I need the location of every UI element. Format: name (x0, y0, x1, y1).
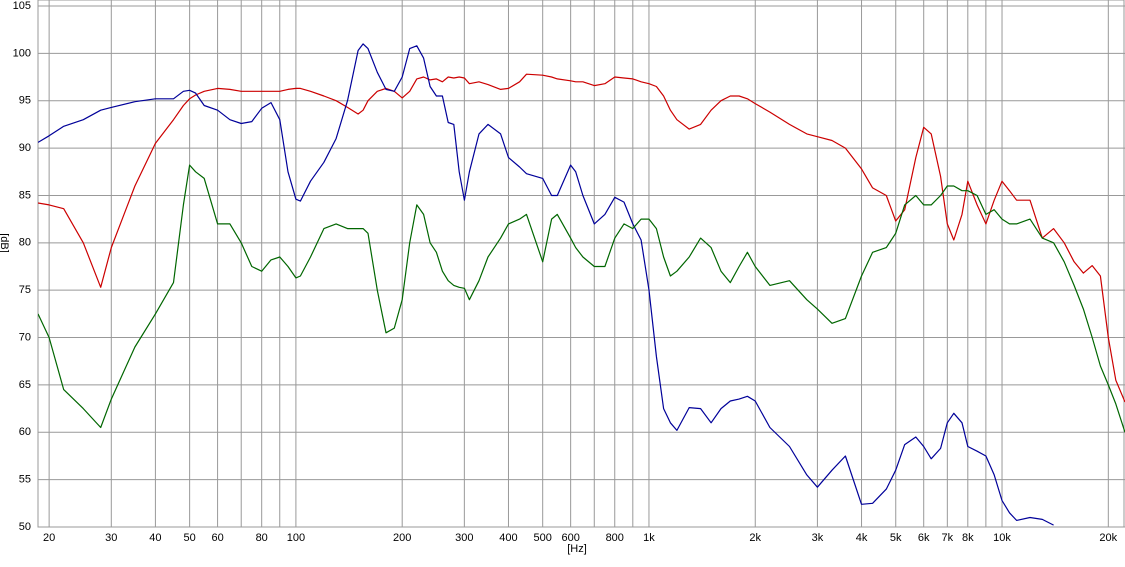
x-tick-label: 500 (534, 532, 552, 544)
series-line (38, 73, 1125, 403)
x-tick-label: 4k (856, 532, 868, 544)
x-tick-label: 300 (455, 532, 473, 544)
x-tick-label: 40 (149, 532, 161, 544)
y-tick-label: 55 (19, 474, 31, 486)
plot-area (38, 43, 1125, 526)
x-tick-label: 1k (643, 532, 655, 544)
series-line (38, 164, 1125, 433)
y-tick-label: 90 (19, 142, 31, 154)
x-tick-label: 400 (499, 532, 517, 544)
x-tick-label: 800 (606, 532, 624, 544)
x-tick-label: 50 (183, 532, 195, 544)
series-line (38, 43, 1054, 526)
x-tick-label: 20 (43, 532, 55, 544)
y-tick-label: 75 (19, 284, 31, 296)
y-tick-label: 80 (19, 237, 31, 249)
y-tick-label: 70 (19, 331, 31, 343)
y-tick-label: 65 (19, 379, 31, 391)
x-tick-label: 20k (1099, 532, 1117, 544)
y-tick-label: 60 (19, 426, 31, 438)
y-tick-label: 105 (13, 0, 31, 12)
x-tick-label: 10k (993, 532, 1011, 544)
x-tick-label: 80 (256, 532, 268, 544)
x-tick-label: 5k (890, 532, 902, 544)
x-tick-label: 200 (393, 532, 411, 544)
x-tick-label: 6k (918, 532, 930, 544)
x-tick-label: 100 (287, 532, 305, 544)
x-tick-label: 8k (962, 532, 974, 544)
y-tick-label: 85 (19, 189, 31, 201)
y-axis-label: [dB] (0, 233, 10, 253)
x-tick-label: 3k (812, 532, 824, 544)
y-tick-label: 100 (13, 47, 31, 59)
x-tick-label: 7k (942, 532, 954, 544)
x-tick-label: 600 (561, 532, 579, 544)
x-tick-label: 30 (105, 532, 117, 544)
y-tick-label: 95 (19, 95, 31, 107)
x-tick-label: 2k (749, 532, 761, 544)
x-axis-label: [Hz] (567, 543, 587, 555)
plot-frame (37, 0, 1125, 528)
x-tick-label: 60 (211, 532, 223, 544)
y-tick-label: 50 (19, 521, 31, 533)
